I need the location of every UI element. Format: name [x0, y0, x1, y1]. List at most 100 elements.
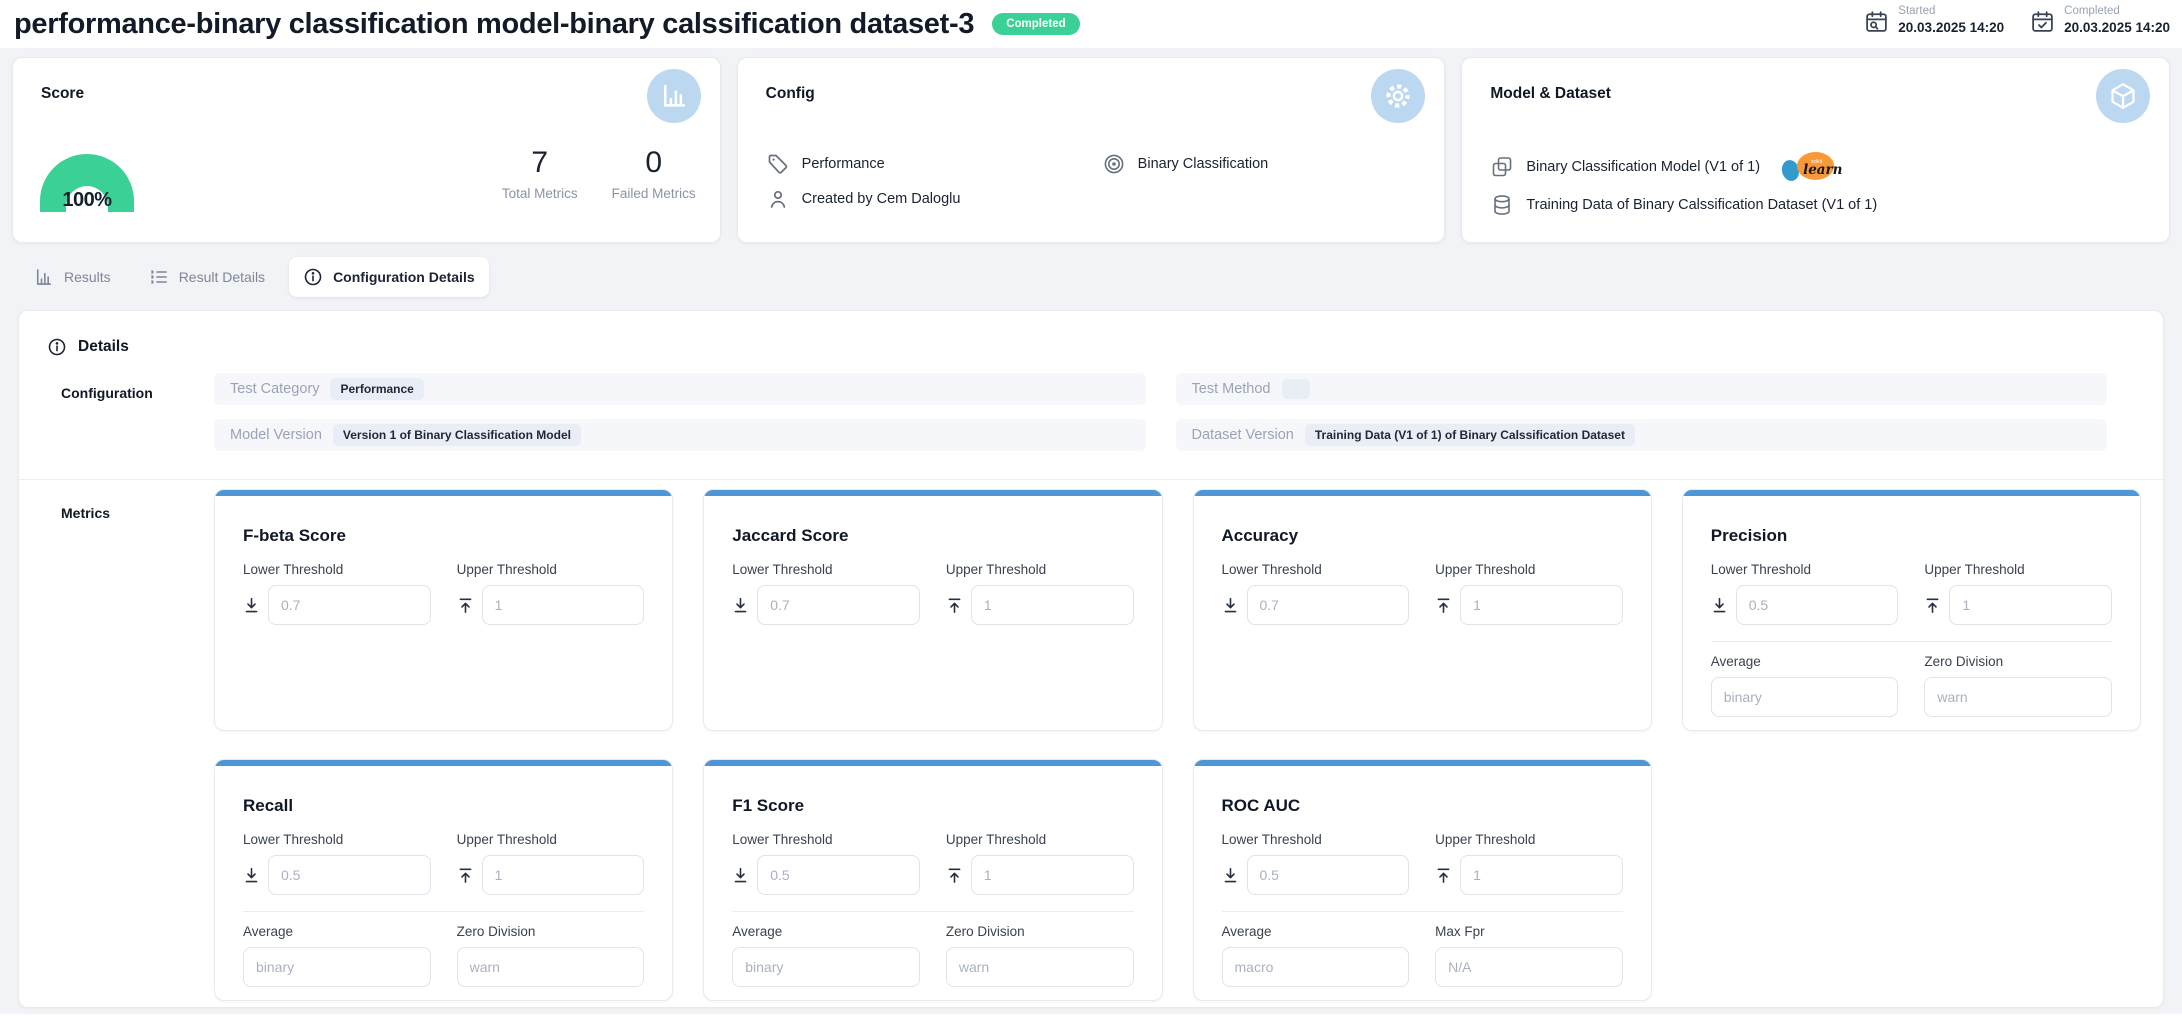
upper-threshold-input[interactable]: [971, 585, 1134, 625]
extra-field-label: Zero Division: [1924, 654, 2112, 669]
lower-threshold-label: Lower Threshold: [732, 832, 920, 847]
metric-title: F-beta Score: [243, 526, 644, 546]
score-card: Score 100% 7 Total Metrics 0 Failed Metr…: [12, 57, 721, 243]
field-label: Test Category: [230, 381, 319, 397]
test-method-field: Test Method: [1176, 373, 2108, 405]
score-gauge: 100%: [40, 154, 134, 212]
test-category-item: Performance: [766, 152, 1102, 176]
lower-threshold-input[interactable]: [757, 585, 920, 625]
started-timestamp: Started 20.03.2025 14:20: [1864, 4, 2004, 36]
field-value-chip: Training Data (V1 of 1) of Binary Calssi…: [1305, 424, 1635, 446]
upper-threshold-label: Upper Threshold: [1924, 562, 2112, 577]
lower-bound-icon: [1222, 867, 1239, 884]
tab-results-label: Results: [64, 269, 111, 285]
upper-bound-icon: [457, 867, 474, 884]
extra-field-label: Average: [1222, 924, 1410, 939]
scikit-learn-logo: scikit learn: [1782, 152, 1840, 182]
test-type-item: Binary Classification: [1102, 152, 1421, 176]
metric-card: Recall Lower Threshold Upper Threshold: [214, 759, 673, 1001]
total-metrics-stat: 7 Total Metrics: [502, 146, 578, 201]
metric-extra-section: Average Zero Division: [243, 911, 644, 987]
extra-field-input[interactable]: [946, 947, 1134, 987]
upper-threshold-label: Upper Threshold: [1435, 562, 1623, 577]
list-details-icon: [149, 267, 169, 287]
started-value: 20.03.2025 14:20: [1898, 19, 2004, 36]
lower-threshold-input[interactable]: [268, 585, 431, 625]
upper-threshold-input[interactable]: [971, 855, 1134, 895]
database-icon: [1490, 193, 1514, 217]
dataset-version-field: Dataset Version Training Data (V1 of 1) …: [1176, 419, 2108, 451]
metrics-grid: F-beta Score Lower Threshold Upper Thres…: [214, 489, 2141, 1001]
gear-icon: [1371, 69, 1425, 123]
upper-bound-icon: [1924, 597, 1941, 614]
upper-bound-icon: [457, 597, 474, 614]
dataset-text: Training Data of Binary Calssification D…: [1526, 197, 1877, 213]
metric-extra-section: Average Max Fpr: [1222, 911, 1623, 987]
lower-threshold-input[interactable]: [1736, 585, 1899, 625]
tab-result-details[interactable]: Result Details: [135, 257, 279, 297]
field-label: Model Version: [230, 427, 322, 443]
metric-divider: [243, 911, 644, 912]
upper-threshold-label: Upper Threshold: [946, 832, 1134, 847]
target-icon: [1102, 152, 1126, 176]
metric-title: Jaccard Score: [732, 526, 1133, 546]
metric-card: ROC AUC Lower Threshold Upper Threshold: [1193, 759, 1652, 1001]
extra-field-input[interactable]: [1222, 947, 1410, 987]
upper-threshold-input[interactable]: [482, 855, 645, 895]
extra-field-input[interactable]: [1924, 677, 2112, 717]
field-value-chip: Version 1 of Binary Classification Model: [333, 424, 581, 446]
upper-threshold-label: Upper Threshold: [946, 562, 1134, 577]
lower-threshold-label: Lower Threshold: [243, 832, 431, 847]
upper-bound-icon: [946, 867, 963, 884]
tab-bar: Results Result Details Configuration Det…: [20, 256, 489, 298]
extra-field-label: Zero Division: [946, 924, 1134, 939]
extra-field-input[interactable]: [243, 947, 431, 987]
upper-bound-icon: [1435, 597, 1452, 614]
upper-threshold-input[interactable]: [1460, 855, 1623, 895]
model-dataset-rows: Binary Classification Model (V1 of 1) sc…: [1490, 152, 2145, 217]
section-divider: [19, 479, 2163, 480]
tab-results[interactable]: Results: [20, 257, 125, 297]
lower-threshold-label: Lower Threshold: [1222, 832, 1410, 847]
completed-value: 20.03.2025 14:20: [2064, 19, 2170, 36]
lower-threshold-input[interactable]: [268, 855, 431, 895]
summary-cards-row: Score 100% 7 Total Metrics 0 Failed Metr…: [12, 57, 2170, 243]
user-icon: [766, 187, 790, 211]
upper-bound-icon: [946, 597, 963, 614]
failed-metrics-value: 0: [612, 146, 696, 180]
upper-threshold-input[interactable]: [1949, 585, 2112, 625]
failed-metrics-stat: 0 Failed Metrics: [612, 146, 696, 201]
metric-divider: [732, 911, 1133, 912]
lower-threshold-input[interactable]: [1247, 855, 1410, 895]
metric-card: Precision Lower Threshold Upper Threshol…: [1682, 489, 2141, 731]
metric-title: ROC AUC: [1222, 796, 1623, 816]
upper-threshold-input[interactable]: [482, 585, 645, 625]
configuration-fields: Test Category Performance Test Method Mo…: [214, 373, 2107, 451]
lower-bound-icon: [243, 597, 260, 614]
extra-field-input[interactable]: [457, 947, 645, 987]
configuration-section-label: Configuration: [61, 385, 153, 401]
lower-threshold-input[interactable]: [1247, 585, 1410, 625]
lower-threshold-input[interactable]: [757, 855, 920, 895]
extra-field-input[interactable]: [732, 947, 920, 987]
lower-bound-icon: [1222, 597, 1239, 614]
results-bar-chart-icon: [34, 267, 54, 287]
lower-bound-icon: [243, 867, 260, 884]
upper-threshold-label: Upper Threshold: [1435, 832, 1623, 847]
learn-text: learn: [1803, 162, 1842, 178]
lower-threshold-label: Lower Threshold: [243, 562, 431, 577]
lower-bound-icon: [1711, 597, 1728, 614]
metric-divider: [1222, 911, 1623, 912]
extra-field-input[interactable]: [1435, 947, 1623, 987]
extra-field-input[interactable]: [1711, 677, 1899, 717]
tab-configuration-details-label: Configuration Details: [333, 269, 475, 285]
tab-configuration-details[interactable]: Configuration Details: [289, 257, 489, 297]
metric-title: Precision: [1711, 526, 2112, 546]
total-metrics-label: Total Metrics: [502, 186, 578, 201]
metric-card: F1 Score Lower Threshold Upper Threshold: [703, 759, 1162, 1001]
dataset-item: Training Data of Binary Calssification D…: [1490, 193, 2145, 217]
extra-field-label: Average: [732, 924, 920, 939]
lower-bound-icon: [732, 867, 749, 884]
completed-label: Completed: [2064, 4, 2170, 19]
upper-threshold-input[interactable]: [1460, 585, 1623, 625]
